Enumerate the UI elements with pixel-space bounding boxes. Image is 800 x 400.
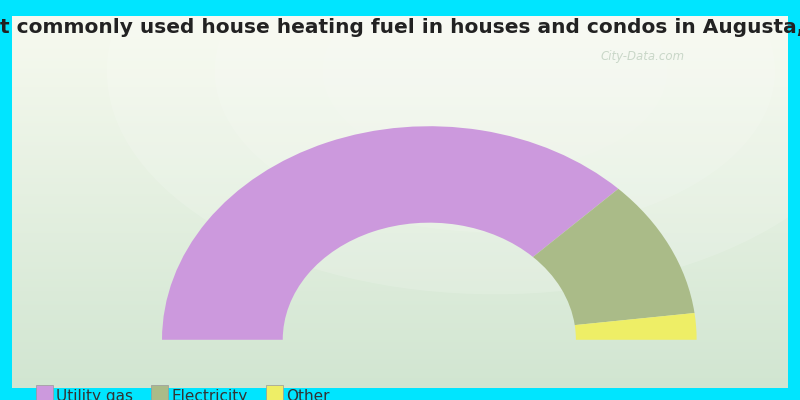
- Wedge shape: [574, 313, 697, 340]
- Wedge shape: [533, 189, 694, 325]
- Wedge shape: [162, 126, 618, 340]
- Text: City-Data.com: City-Data.com: [601, 50, 685, 64]
- Legend: Utility gas, Electricity, Other: Utility gas, Electricity, Other: [30, 383, 335, 400]
- Ellipse shape: [214, 0, 775, 232]
- Text: Most commonly used house heating fuel in houses and condos in Augusta, MT: Most commonly used house heating fuel in…: [0, 18, 800, 37]
- Ellipse shape: [322, 0, 667, 170]
- Ellipse shape: [107, 0, 800, 294]
